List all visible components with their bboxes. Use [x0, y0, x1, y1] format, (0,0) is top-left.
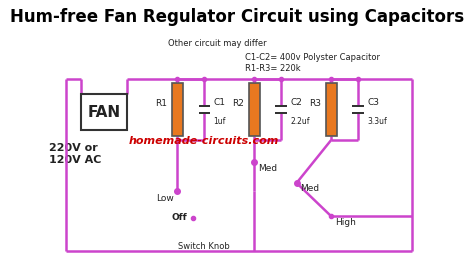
Text: R1-R3= 220k: R1-R3= 220k: [245, 64, 301, 73]
Text: FAN: FAN: [88, 105, 121, 120]
Text: Switch Knob: Switch Knob: [178, 242, 230, 251]
Text: Low: Low: [156, 194, 173, 203]
Text: Hum-free Fan Regulator Circuit using Capacitors: Hum-free Fan Regulator Circuit using Cap…: [10, 8, 464, 26]
Text: C1-C2= 400v Polyster Capacitor: C1-C2= 400v Polyster Capacitor: [245, 53, 380, 62]
Text: 220V or
120V AC: 220V or 120V AC: [49, 143, 101, 165]
Text: homemade-circuits.com: homemade-circuits.com: [129, 136, 280, 146]
Text: High: High: [335, 218, 356, 227]
Bar: [82, 94, 128, 130]
Bar: [199, 112, 210, 114]
Text: C1: C1: [214, 98, 226, 107]
Text: C3: C3: [368, 98, 380, 107]
Bar: [352, 105, 364, 107]
Text: Off: Off: [171, 213, 187, 222]
Bar: [249, 83, 260, 136]
Text: Med: Med: [258, 164, 277, 172]
Text: C2: C2: [291, 98, 303, 107]
Bar: [275, 112, 287, 114]
Bar: [199, 105, 210, 107]
Text: Med: Med: [301, 184, 319, 193]
Bar: [326, 83, 337, 136]
Bar: [275, 105, 287, 107]
Text: 2.2uf: 2.2uf: [290, 118, 310, 127]
Text: Other circuit may differ: Other circuit may differ: [168, 39, 266, 48]
Text: R1: R1: [155, 99, 167, 108]
Text: R2: R2: [232, 99, 244, 108]
Text: 3.3uf: 3.3uf: [367, 118, 387, 127]
Bar: [352, 112, 364, 114]
Text: 1uf: 1uf: [213, 118, 226, 127]
Text: R3: R3: [309, 99, 321, 108]
Bar: [172, 83, 183, 136]
